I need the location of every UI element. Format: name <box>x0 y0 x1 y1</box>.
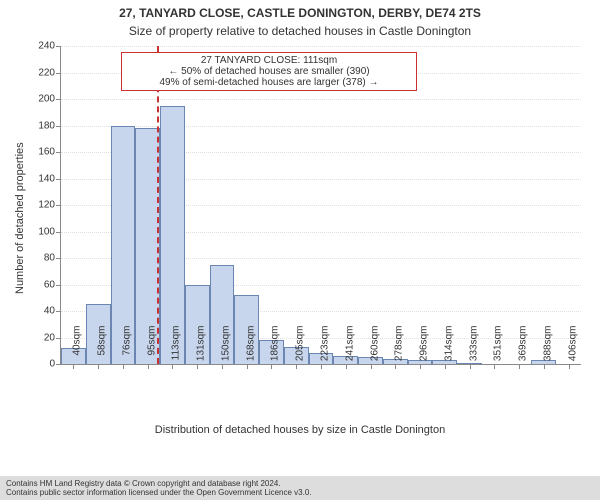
x-tick-label: 314sqm <box>443 326 454 376</box>
x-tick-label: 95sqm <box>146 326 157 376</box>
annotation-box: 27 TANYARD CLOSE: 111sqm ← 50% of detach… <box>121 52 417 91</box>
y-tick-label: 180 <box>38 120 61 131</box>
y-tick-label: 20 <box>44 332 61 343</box>
x-tick-label: 406sqm <box>567 326 578 376</box>
y-tick-label: 160 <box>38 147 61 158</box>
x-tick-label: 260sqm <box>369 326 380 376</box>
x-tick-label: 131sqm <box>196 326 207 376</box>
y-tick-label: 40 <box>44 306 61 317</box>
footer-line2: Contains public sector information licen… <box>6 488 594 497</box>
x-tick-label: 369sqm <box>518 326 529 376</box>
plot-area: 02040608010012014016018020022024040sqm58… <box>60 46 581 365</box>
y-tick-label: 100 <box>38 226 61 237</box>
annotation-line1: 27 TANYARD CLOSE: 111sqm <box>128 55 410 66</box>
y-tick-label: 220 <box>38 67 61 78</box>
footer: Contains HM Land Registry data © Crown c… <box>0 476 600 500</box>
y-tick-label: 80 <box>44 253 61 264</box>
chart-title-line1: 27, TANYARD CLOSE, CASTLE DONINGTON, DER… <box>0 6 600 20</box>
y-tick-label: 0 <box>49 359 61 370</box>
y-tick-label: 140 <box>38 173 61 184</box>
x-tick-label: 351sqm <box>493 326 504 376</box>
x-tick-label: 205sqm <box>295 326 306 376</box>
chart-title-line2: Size of property relative to detached ho… <box>0 24 600 38</box>
x-tick-label: 388sqm <box>542 326 553 376</box>
footer-line1: Contains HM Land Registry data © Crown c… <box>6 479 594 488</box>
x-tick-label: 168sqm <box>245 326 256 376</box>
x-tick-label: 40sqm <box>72 326 83 376</box>
x-tick-label: 76sqm <box>121 326 132 376</box>
gridline <box>61 126 581 127</box>
x-tick-label: 278sqm <box>394 326 405 376</box>
gridline <box>61 46 581 47</box>
x-tick-label: 223sqm <box>320 326 331 376</box>
annotation-line2: ← 50% of detached houses are smaller (39… <box>128 66 410 77</box>
chart-container: 27, TANYARD CLOSE, CASTLE DONINGTON, DER… <box>0 0 600 500</box>
gridline <box>61 99 581 100</box>
y-tick-label: 240 <box>38 41 61 52</box>
x-tick-label: 296sqm <box>419 326 430 376</box>
x-tick-label: 58sqm <box>97 326 108 376</box>
x-tick-label: 333sqm <box>468 326 479 376</box>
y-tick-label: 200 <box>38 94 61 105</box>
annotation-line3: 49% of semi-detached houses are larger (… <box>128 77 410 88</box>
y-tick-label: 120 <box>38 200 61 211</box>
y-axis-label: Number of detached properties <box>14 142 26 294</box>
x-tick-label: 241sqm <box>344 326 355 376</box>
y-tick-label: 60 <box>44 279 61 290</box>
x-tick-label: 113sqm <box>171 326 182 376</box>
x-tick-label: 186sqm <box>270 326 281 376</box>
x-axis-label: Distribution of detached houses by size … <box>0 424 600 436</box>
marker-line <box>157 46 159 364</box>
x-tick-label: 150sqm <box>220 326 231 376</box>
